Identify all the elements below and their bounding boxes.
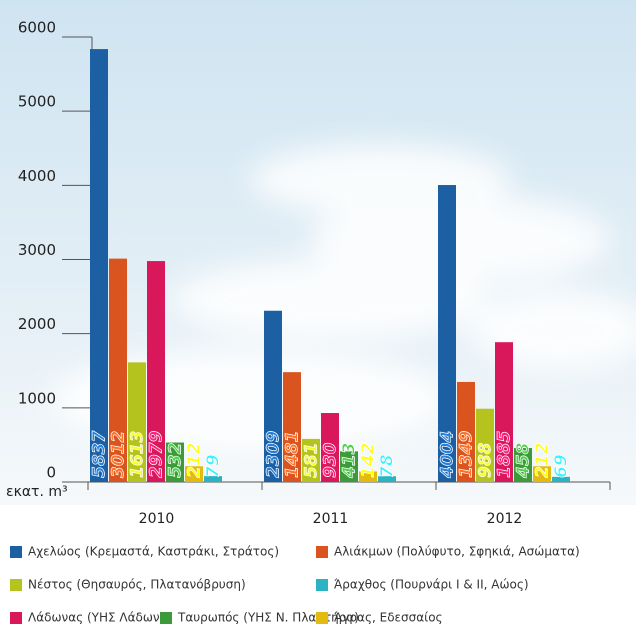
legend-label: Άραχθος (Πουρνάρι Ι & ΙΙ, Αώος) — [334, 578, 529, 592]
y-axis-label: εκατ. m³ — [6, 484, 68, 500]
y-tick-label: 0 — [46, 464, 56, 482]
value-label: 2309 — [264, 431, 284, 478]
legend-label: Ταυρωπός (ΥΗΣ Ν. Πλαστήρα) — [177, 611, 359, 625]
value-label: 2979 — [147, 431, 167, 478]
value-label: 4004 — [438, 431, 458, 479]
x-tick-label: 2010 — [139, 511, 175, 527]
legend-label: Άγρας, Εδεσσαίος — [334, 611, 443, 625]
legend-swatch — [316, 546, 328, 558]
legend-swatch — [10, 579, 22, 591]
legend-label: Αχελώος (Κρεμαστά, Καστράκι, Στράτος) — [28, 545, 279, 559]
value-label: 930 — [321, 442, 341, 478]
value-label: 1613 — [128, 431, 148, 478]
legend-swatch — [316, 579, 328, 591]
value-label: 78 — [378, 454, 398, 478]
value-label: 1481 — [283, 431, 303, 478]
value-label: 142 — [359, 443, 379, 479]
x-tick-label: 2012 — [487, 511, 523, 527]
page: {"chart_data": {"type": "bar", "y_label"… — [0, 0, 636, 637]
value-label: 413 — [340, 443, 360, 480]
value-label: 212 — [533, 443, 553, 479]
legend-label: Νέστος (Θησαυρός, Πλατανόβρυση) — [28, 578, 246, 592]
value-label: 581 — [302, 443, 322, 479]
value-label: 3012 — [109, 431, 129, 478]
value-label: 532 — [166, 443, 186, 479]
y-tick-label: 6000 — [18, 19, 56, 37]
legend-swatch — [10, 612, 22, 624]
y-tick-label: 1000 — [18, 389, 56, 407]
legend-swatch — [10, 546, 22, 558]
chart: εκατ. m³ 0 1000 2000 3000 4000 5000 6000 2010 58… — [0, 0, 636, 633]
legend-label: Λάδωνας (ΥΗΣ Λάδωνα) — [28, 611, 172, 625]
y-tick-label: 2000 — [18, 315, 56, 333]
value-label: 988 — [476, 442, 496, 478]
legend-label: Αλιάκμων (Πολύφυτο, Σφηκιά, Ασώματα) — [334, 545, 580, 559]
y-tick-label: 5000 — [18, 93, 56, 111]
value-label: 69 — [552, 454, 572, 478]
legend-swatch — [160, 612, 172, 624]
x-tick-label: 2011 — [313, 511, 349, 527]
value-label: 1885 — [495, 431, 515, 478]
value-label: 212 — [185, 443, 205, 479]
legend-swatch — [316, 612, 328, 624]
value-label: 1349 — [457, 431, 477, 478]
value-label: 458 — [514, 442, 534, 479]
value-label: 79 — [204, 454, 224, 478]
y-tick-label: 3000 — [18, 241, 56, 259]
value-label: 5837 — [90, 431, 110, 478]
bar — [90, 49, 108, 482]
y-tick-label: 4000 — [18, 167, 56, 185]
